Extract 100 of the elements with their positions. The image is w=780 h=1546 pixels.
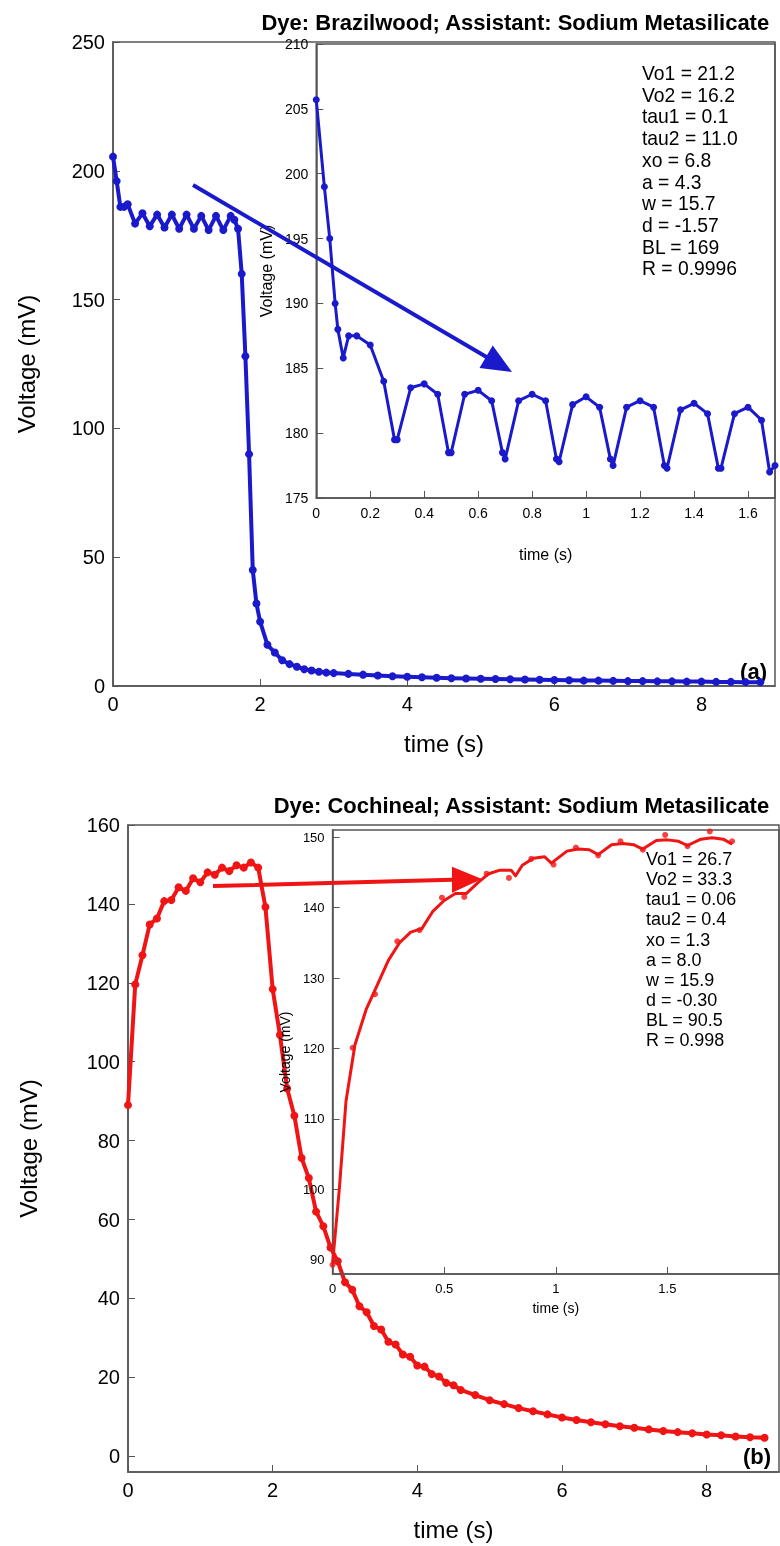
x-tick-label: 8 (701, 1479, 713, 1501)
x-tick-label: 1 (552, 1281, 560, 1296)
annotation: Vo1 = 26.7 (646, 849, 733, 869)
x-tick-label: 0 (328, 1281, 337, 1296)
point (677, 406, 685, 414)
y-tick-label: 80 (97, 1129, 120, 1152)
point (461, 390, 469, 398)
point (334, 325, 342, 333)
point (542, 397, 550, 405)
point (474, 386, 482, 394)
point (434, 390, 442, 398)
point (662, 831, 669, 838)
y-tick-label: 140 (86, 892, 120, 915)
y-axis-title: Voltage (mV) (12, 294, 40, 434)
point (380, 377, 388, 385)
x-tick-label: 6 (548, 693, 560, 715)
point (766, 468, 774, 476)
annotation: Vo1 = 21.2 (642, 63, 735, 84)
point (326, 235, 334, 243)
x-tick-label: 0 (122, 1479, 134, 1501)
y-tick-label: 110 (303, 1111, 325, 1127)
annotation: a = 8.0 (646, 949, 702, 970)
x-tick-label: 0.2 (360, 505, 381, 521)
annotation: (b) (742, 1443, 771, 1469)
y-tick-label: 160 (86, 814, 120, 836)
y-axis-title: Voltage (mV) (14, 1079, 42, 1218)
point (623, 403, 631, 411)
point (505, 874, 512, 881)
point (339, 354, 347, 362)
y-tick-label: 120 (302, 1040, 325, 1056)
point (353, 332, 361, 340)
x-tick-label: 4 (401, 693, 413, 715)
y-tick-label: 140 (302, 900, 325, 916)
point (320, 183, 328, 191)
point (407, 384, 415, 392)
point (606, 455, 614, 463)
annotation: xo = 1.3 (646, 929, 711, 950)
x-tick-label: 0.6 (468, 505, 489, 521)
y-tick-label: 20 (97, 1366, 120, 1389)
annotation: tau1 = 0.06 (646, 889, 737, 910)
point (515, 397, 523, 405)
annotation: w = 15.9 (645, 969, 715, 990)
annotation: Vo2 = 33.3 (646, 869, 733, 890)
point (366, 341, 374, 349)
x-tick-label: 1.6 (738, 505, 758, 521)
point (498, 449, 506, 457)
y-axis-title: Voltage (mV) (257, 224, 275, 318)
y-tick-label: 185 (284, 360, 309, 377)
x-axis-title: time (s) (518, 545, 573, 563)
annotation: BL = 169 (642, 236, 720, 258)
y-tick-label: 0 (93, 675, 105, 697)
y-tick-label: 210 (284, 36, 309, 52)
point (438, 894, 445, 901)
point (609, 462, 617, 470)
x-tick-label: 8 (695, 693, 708, 715)
annotation: xo = 6.8 (642, 149, 712, 171)
point (650, 403, 658, 411)
point (331, 299, 339, 307)
y-tick-label: 205 (284, 100, 309, 117)
y-tick-label: 200 (284, 165, 309, 182)
x-tick-label: 0.5 (435, 1281, 454, 1296)
y-tick-label: 40 (97, 1287, 120, 1310)
annotation: R = 0.998 (646, 1030, 725, 1051)
y-tick-label: 250 (71, 31, 105, 53)
annotation: tau2 = 11.0 (642, 128, 738, 150)
y-tick-label: 90 (310, 1252, 325, 1268)
y-tick-label: 120 (86, 971, 120, 994)
x-tick-label: 6 (556, 1479, 568, 1501)
y-tick-label: 100 (71, 417, 105, 440)
x-axis-title: time (s) (532, 1300, 580, 1316)
y-tick-label: 0 (108, 1445, 120, 1468)
x-axis-title: time (s) (404, 729, 484, 757)
y-tick-label: 100 (86, 1050, 120, 1073)
x-tick-label: 4 (411, 1479, 423, 1501)
point (488, 397, 496, 405)
x-tick-label: 2 (267, 1479, 279, 1501)
y-tick-label: 150 (71, 288, 105, 311)
point (596, 403, 604, 411)
point (345, 332, 353, 340)
x-tick-label: 2 (254, 693, 266, 715)
annotation: d = -0.30 (646, 990, 718, 1011)
x-tick-label: 1.5 (658, 1281, 677, 1296)
y-axis-title: Voltage (mV) (277, 1011, 293, 1093)
point (569, 401, 577, 409)
y-tick-label: 175 (284, 490, 309, 506)
annotation: w = 15.7 (641, 193, 716, 215)
y-tick-label: 190 (284, 295, 309, 312)
x-tick-label: 1 (582, 505, 591, 521)
point (690, 399, 698, 407)
point (582, 393, 590, 401)
point (758, 416, 766, 424)
point (636, 397, 644, 405)
x-tick-label: 0.8 (522, 505, 543, 521)
point (501, 455, 509, 463)
point (731, 410, 739, 418)
y-tick-label: 150 (302, 829, 325, 845)
point (312, 96, 320, 104)
annotation: tau1 = 0.1 (642, 106, 729, 128)
chart-title: Dye: Cochineal; Assistant: Sodium Metasilicate (273, 792, 770, 818)
y-tick-label: 130 (302, 970, 325, 986)
